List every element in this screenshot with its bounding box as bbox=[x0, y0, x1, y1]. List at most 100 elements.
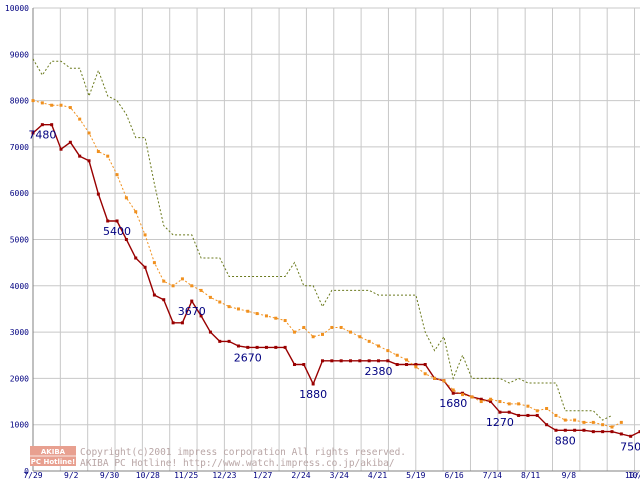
series-0-point bbox=[283, 345, 287, 349]
logo-top-text: AKIBA bbox=[41, 448, 66, 456]
series-1-point bbox=[507, 402, 511, 406]
series-1-point bbox=[377, 344, 381, 348]
series-0-point bbox=[143, 265, 147, 269]
series-0-point bbox=[255, 345, 259, 349]
url-text: AKIBA PC Hotline! http://www.watch.impre… bbox=[80, 458, 395, 469]
series-0-point bbox=[87, 159, 91, 163]
series-0-point bbox=[414, 363, 418, 367]
series-1-point bbox=[349, 330, 353, 334]
series-1-point bbox=[283, 319, 287, 323]
y-tick-label: 10000 bbox=[5, 4, 29, 13]
logo-bottom-text: PC Hotline! bbox=[31, 458, 75, 466]
series-0-point bbox=[573, 428, 577, 432]
series-0-point bbox=[405, 363, 409, 367]
data-label: 2670 bbox=[234, 351, 262, 364]
series-0-point bbox=[601, 430, 605, 434]
series-1-point bbox=[236, 307, 240, 311]
series-1-point bbox=[573, 418, 577, 422]
series-0-point bbox=[134, 256, 138, 260]
series-0-point bbox=[582, 428, 586, 432]
series-1-point bbox=[582, 420, 586, 424]
series-1-point bbox=[619, 420, 623, 424]
series-0-point bbox=[199, 314, 203, 318]
series-1-point bbox=[526, 404, 530, 408]
copyright-text: Copyright(c)2001 impress corporation All… bbox=[80, 447, 406, 458]
series-1-point bbox=[106, 154, 110, 158]
series-0-point bbox=[106, 219, 110, 223]
series-1-line bbox=[32, 100, 622, 428]
series-0-point bbox=[78, 154, 82, 158]
series-1-point bbox=[423, 372, 427, 376]
y-tick-label: 8000 bbox=[10, 97, 29, 106]
y-tick-label: 2000 bbox=[10, 374, 29, 383]
x-tick-label: 9/2 bbox=[64, 471, 79, 480]
series-1-point bbox=[563, 418, 567, 422]
series-1-point bbox=[395, 353, 399, 357]
series-1-point bbox=[40, 101, 44, 105]
x-tick-label: 12/23 bbox=[212, 471, 236, 480]
series-1-point bbox=[87, 131, 91, 135]
y-tick-label: 4000 bbox=[10, 282, 29, 291]
series-0-point bbox=[96, 192, 100, 196]
data-label: 5400 bbox=[103, 225, 131, 238]
series-0-point bbox=[162, 298, 166, 302]
x-tick-label: 2/24 bbox=[291, 471, 310, 480]
series-0-point bbox=[302, 363, 306, 367]
series-1-point bbox=[124, 196, 128, 200]
series-1-point bbox=[517, 402, 521, 406]
series-0-point bbox=[339, 359, 343, 363]
series-1-point bbox=[255, 312, 259, 316]
series-1-point bbox=[489, 397, 493, 401]
x-tick-label: 11/25 bbox=[174, 471, 198, 480]
series-0-point bbox=[330, 359, 334, 363]
series-0-point bbox=[236, 344, 240, 348]
series-0-point bbox=[50, 123, 54, 127]
series-0-point bbox=[124, 238, 128, 241]
data-label: 880 bbox=[555, 434, 576, 447]
series-1-point bbox=[292, 330, 296, 334]
chart-grid bbox=[32, 7, 640, 472]
x-tick-label: 8/11 bbox=[521, 471, 540, 480]
series-1-point bbox=[442, 379, 446, 383]
series-1-point bbox=[274, 316, 278, 320]
series-0-point bbox=[554, 428, 558, 432]
series-0-point bbox=[367, 359, 371, 363]
series-1-point bbox=[470, 395, 474, 399]
series-0-point bbox=[31, 131, 35, 135]
y-axis: 0 1000 2000 3000 4000 5000 6000 7000 8000 9000 100… bbox=[5, 4, 29, 476]
series-0-point bbox=[629, 434, 633, 438]
x-tick-label: 10/6 bbox=[625, 471, 640, 480]
x-axis: 7/29 9/2 9/30 10/28 11/25 12/23 1/27 2/24 3/24 4/… bbox=[23, 471, 640, 480]
series-0-point bbox=[591, 430, 595, 434]
series-1-point bbox=[498, 400, 502, 404]
series-1-point bbox=[143, 233, 147, 237]
data-label: 7480 bbox=[28, 129, 56, 142]
y-tick-label: 5000 bbox=[10, 236, 29, 245]
series-1-point bbox=[554, 413, 558, 417]
series-0-point bbox=[274, 345, 278, 349]
series-0-point bbox=[545, 423, 549, 427]
series-0-point bbox=[190, 299, 194, 303]
series-0-point bbox=[498, 410, 502, 414]
series-0-point bbox=[115, 219, 119, 223]
series-1-point bbox=[96, 150, 100, 154]
chart-series bbox=[31, 58, 640, 438]
series-1-point bbox=[320, 332, 324, 336]
series-1-point bbox=[358, 335, 362, 339]
x-tick-label: 7/29 bbox=[23, 471, 42, 480]
series-1-point bbox=[199, 288, 203, 292]
y-tick-label: 9000 bbox=[10, 50, 29, 59]
series-1-point bbox=[180, 277, 184, 281]
series-1-point bbox=[601, 423, 605, 427]
series-0-point bbox=[638, 430, 640, 434]
series-1-point bbox=[610, 425, 614, 429]
series-0-point bbox=[619, 432, 623, 436]
data-label: 2380 bbox=[365, 365, 393, 378]
series-0-point bbox=[59, 147, 63, 151]
series-1-point bbox=[302, 325, 306, 329]
series-1-point bbox=[78, 117, 82, 121]
series-1-point bbox=[227, 305, 231, 309]
x-tick-label: 9/30 bbox=[100, 471, 119, 480]
series-1-point bbox=[367, 339, 371, 343]
